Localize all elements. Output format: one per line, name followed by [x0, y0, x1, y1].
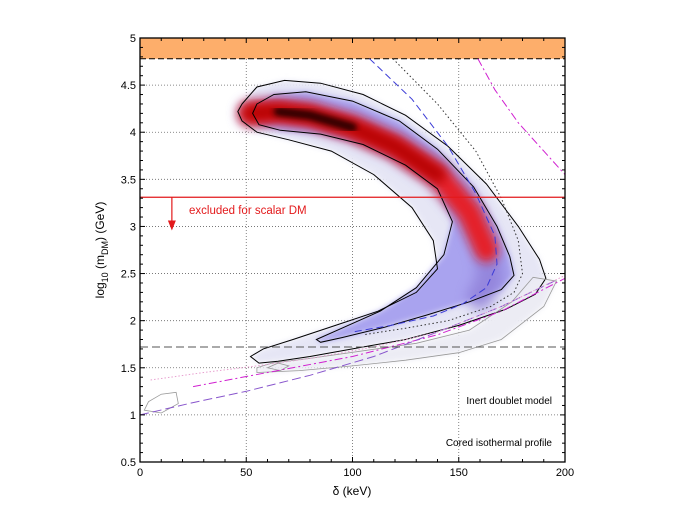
x-tick-label: 100	[343, 467, 361, 479]
contour-lower	[143, 391, 179, 414]
y-label-post: ) (GeV)	[93, 202, 107, 241]
x-tick-label: 50	[240, 467, 252, 479]
line-magenta-dashdot	[477, 58, 565, 175]
density-tail	[256, 277, 557, 373]
contour-tail-inner	[266, 362, 290, 372]
x-tick-label: 0	[137, 467, 143, 479]
contour-inner	[252, 91, 515, 343]
contour-outer	[237, 79, 547, 364]
axis-ticks: 0 50 100 150 200 0.5 1 1.5 2 2.5 3 3.5 4 4.5 5	[121, 33, 574, 479]
y-tick-label: 2.5	[121, 269, 136, 281]
y-tick-label: 4.5	[121, 80, 136, 92]
y-label-sub2: DM	[100, 241, 110, 255]
y-label-sub1: 10	[100, 272, 110, 282]
y-tick-label: 4	[130, 127, 136, 139]
y-axis-label: log10 (mDM) (GeV)	[93, 202, 110, 299]
limit-lines	[140, 196, 565, 348]
annotation-cored-profile: Cored isothermal profile	[446, 438, 553, 449]
model-lines	[140, 58, 565, 416]
density-inner	[252, 91, 514, 343]
y-tick-label: 1.5	[121, 363, 136, 375]
excluded-band-group	[140, 38, 565, 60]
y-tick-label: 5	[130, 33, 136, 45]
x-tick-label: 200	[556, 467, 574, 479]
y-label-pre: log	[93, 282, 107, 298]
y-tick-label: 1	[130, 410, 136, 422]
scalar-limit-arrowhead	[167, 220, 176, 231]
line-purple-dashed-low	[140, 280, 555, 416]
posterior-density	[237, 80, 557, 373]
density-peak	[273, 107, 357, 132]
scalar-limit-label: excluded for scalar DM	[189, 205, 307, 217]
annotation-inert-doublet: Inert doublet model	[466, 396, 552, 407]
y-tick-label: 3	[130, 221, 136, 233]
y-tick-label: 2	[130, 316, 136, 328]
line-black-dotted	[363, 58, 524, 336]
x-tick-label: 150	[450, 467, 468, 479]
y-tick-label: 3.5	[121, 174, 136, 186]
x-axis-label: δ (keV)	[333, 484, 372, 498]
y-label-mid: (m	[93, 255, 107, 272]
y-tick-label: 0.5	[121, 457, 136, 469]
line-blue-dashed	[352, 58, 498, 333]
line-pink-dotted	[150, 274, 565, 381]
excluded-band	[140, 38, 565, 59]
